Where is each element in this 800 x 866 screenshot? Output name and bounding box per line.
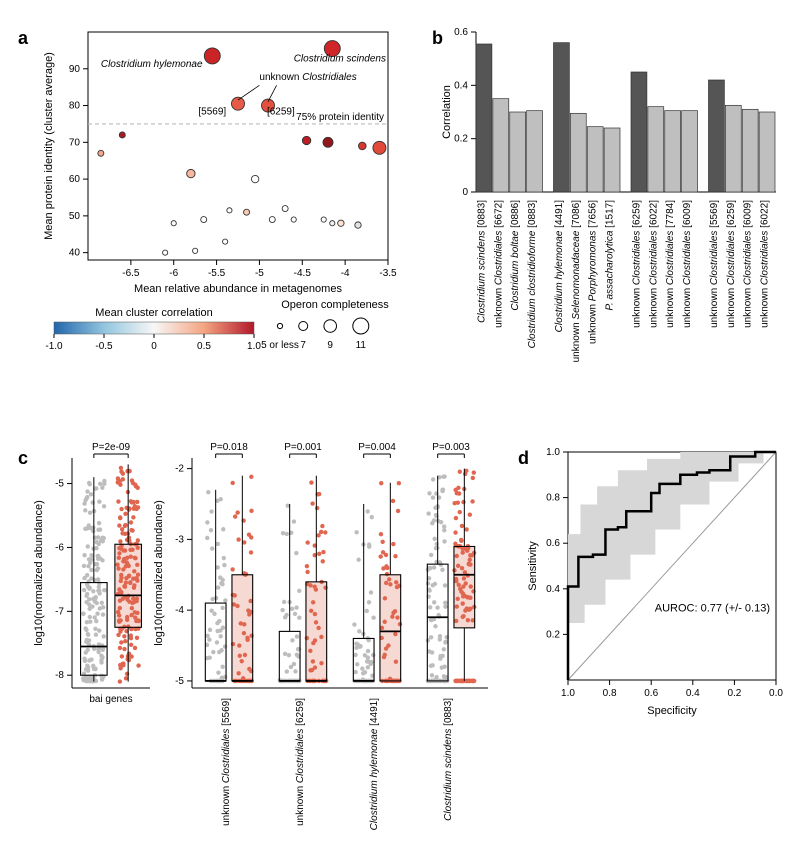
svg-text:0: 0 xyxy=(151,341,157,352)
svg-text:unknown Clostridiales [6009]: unknown Clostridiales [6009] xyxy=(743,200,754,328)
svg-text:unknown Selenomonadaceae [7086: unknown Selenomonadaceae [7086] xyxy=(571,200,582,363)
svg-text:0.2: 0.2 xyxy=(727,688,741,699)
svg-text:-4.5: -4.5 xyxy=(294,268,312,279)
svg-text:-4: -4 xyxy=(175,605,184,616)
svg-text:Clostridium hylemonae: Clostridium hylemonae xyxy=(101,59,203,70)
svg-text:0: 0 xyxy=(462,187,468,198)
svg-text:unknown Clostridiales [6259]: unknown Clostridiales [6259] xyxy=(631,200,642,328)
svg-text:0.5: 0.5 xyxy=(197,341,211,352)
svg-text:50: 50 xyxy=(69,211,81,222)
svg-text:75% protein identity: 75% protein identity xyxy=(296,112,384,123)
svg-text:60: 60 xyxy=(69,174,81,185)
svg-text:-1.0: -1.0 xyxy=(45,341,63,352)
svg-text:70: 70 xyxy=(69,137,81,148)
svg-text:-5: -5 xyxy=(175,676,184,687)
svg-text:9: 9 xyxy=(327,340,333,351)
panel-a: 75% protein identity -6 -5 -4 -6.5 -5.5 -4.5 -3… xyxy=(30,12,420,432)
svg-text:Mean relative abundance in met: Mean relative abundance in metagenomes xyxy=(134,283,342,295)
svg-text:unknown Clostridiales [5569]: unknown Clostridiales [5569] xyxy=(221,698,232,826)
svg-text:1.0: 1.0 xyxy=(546,447,560,458)
svg-text:0.6: 0.6 xyxy=(546,538,560,549)
panel-b: 0 0.2 0.4 0.6 Correlation Clostridium scinden… xyxy=(440,12,790,412)
svg-text:11: 11 xyxy=(356,340,367,351)
svg-text:P=2e-09: P=2e-09 xyxy=(92,442,131,453)
svg-text:-3.5: -3.5 xyxy=(379,268,397,279)
svg-text:Sensitivity: Sensitivity xyxy=(527,541,539,591)
svg-text:0.6: 0.6 xyxy=(644,688,658,699)
svg-text:P=0.004: P=0.004 xyxy=(358,442,396,453)
svg-text:Mean protein identity (cluster: Mean protein identity (cluster average) xyxy=(43,52,55,240)
panel-label-a: a xyxy=(18,28,28,49)
svg-text:log10(normalized abundance): log10(normalized abundance) xyxy=(153,500,165,646)
svg-text:0.0: 0.0 xyxy=(769,688,783,699)
svg-text:-6: -6 xyxy=(55,542,64,553)
svg-text:-5: -5 xyxy=(55,479,64,490)
svg-text:-7: -7 xyxy=(55,606,64,617)
svg-text:-6: -6 xyxy=(169,268,178,279)
svg-text:Clostridium boltae [0886]: Clostridium boltae [0886] xyxy=(510,200,521,311)
svg-text:-4: -4 xyxy=(341,268,350,279)
svg-text:P=0.018: P=0.018 xyxy=(210,442,248,453)
svg-text:[6259]: [6259] xyxy=(267,107,295,118)
svg-text:unknown Clostridiales [6022]: unknown Clostridiales [6022] xyxy=(648,200,659,328)
svg-text:unknown Clostridiales [6009]: unknown Clostridiales [6009] xyxy=(682,200,693,328)
svg-text:0.8: 0.8 xyxy=(603,688,617,699)
svg-text:-8: -8 xyxy=(55,670,64,681)
svg-text:Clostridium hylemonae [4491]: Clostridium hylemonae [4491] xyxy=(554,200,565,333)
svg-text:unknown Clostridiales [6259]: unknown Clostridiales [6259] xyxy=(726,200,737,328)
svg-text:Clostridium scindens [0883]: Clostridium scindens [0883] xyxy=(476,200,487,323)
svg-text:-0.5: -0.5 xyxy=(95,341,113,352)
svg-text:Operon completeness: Operon completeness xyxy=(281,299,389,311)
svg-text:0.2: 0.2 xyxy=(454,134,468,145)
svg-text:unknown Clostridiales: unknown Clostridiales xyxy=(259,72,356,83)
svg-text:unknown Clostridiales [6022]: unknown Clostridiales [6022] xyxy=(760,200,771,328)
svg-text:P. assacharolytica [1517]: P. assacharolytica [1517] xyxy=(605,200,616,311)
svg-text:0.2: 0.2 xyxy=(546,629,560,640)
svg-text:Clostridium hylemonae [4491]: Clostridium hylemonae [4491] xyxy=(369,698,380,831)
svg-text:7: 7 xyxy=(300,340,306,351)
svg-text:unknown Porphyromonas [7656]: unknown Porphyromonas [7656] xyxy=(588,200,599,344)
svg-text:-3: -3 xyxy=(175,534,184,545)
svg-text:Correlation: Correlation xyxy=(441,85,453,139)
svg-text:unknown Clostridiales [6672]: unknown Clostridiales [6672] xyxy=(493,200,504,328)
svg-text:P=0.003: P=0.003 xyxy=(432,442,470,453)
svg-text:unknown Clostridiales [6259]: unknown Clostridiales [6259] xyxy=(295,698,306,826)
svg-text:-5.5: -5.5 xyxy=(208,268,226,279)
svg-text:AUROC: 0.77 (+/- 0.13): AUROC: 0.77 (+/- 0.13) xyxy=(655,603,770,615)
svg-text:-2: -2 xyxy=(175,464,184,475)
svg-text:1.0: 1.0 xyxy=(247,341,261,352)
panel-d: 1.0 0.8 0.6 0.4 0.2 0.0 0.2 0.4 0.6 0.8 1.0 Specifi… xyxy=(520,432,792,742)
svg-text:40: 40 xyxy=(69,248,81,259)
svg-text:0.6: 0.6 xyxy=(454,27,468,38)
svg-text:5 or less: 5 or less xyxy=(261,340,299,351)
svg-text:0.4: 0.4 xyxy=(454,80,468,91)
svg-text:Clostridium scindens [0883]: Clostridium scindens [0883] xyxy=(443,698,454,821)
svg-text:Clostridium scindens: Clostridium scindens xyxy=(294,53,386,64)
svg-text:-5: -5 xyxy=(255,268,264,279)
svg-text:bai genes: bai genes xyxy=(89,694,132,705)
svg-text:P=0.001: P=0.001 xyxy=(284,442,322,453)
panel-c: -8 -7 -6 -5 log10(normalized abundance) P=2e-… xyxy=(24,432,510,856)
svg-text:Specificity: Specificity xyxy=(647,705,697,717)
figure-root: a 75% protein identity -6 -5 -4 -6.5 -5.5 -4.5 -… xyxy=(0,0,800,866)
svg-text:0.4: 0.4 xyxy=(546,584,560,595)
svg-text:log10(normalized abundance): log10(normalized abundance) xyxy=(33,500,45,646)
svg-text:Clostridium clostridioforme [0: Clostridium clostridioforme [0883] xyxy=(527,200,538,349)
svg-text:90: 90 xyxy=(69,64,81,75)
svg-text:-6.5: -6.5 xyxy=(122,268,140,279)
svg-text:unknown Clostridiales [7784]: unknown Clostridiales [7784] xyxy=(665,200,676,328)
svg-text:0.4: 0.4 xyxy=(686,688,700,699)
svg-text:unknown Clostridiales [5569]: unknown Clostridiales [5569] xyxy=(709,200,720,328)
svg-text:[5569]: [5569] xyxy=(198,107,226,118)
svg-text:Mean cluster correlation: Mean cluster correlation xyxy=(95,307,212,319)
svg-text:0.8: 0.8 xyxy=(546,493,560,504)
svg-text:80: 80 xyxy=(69,101,81,112)
svg-text:1.0: 1.0 xyxy=(561,688,575,699)
